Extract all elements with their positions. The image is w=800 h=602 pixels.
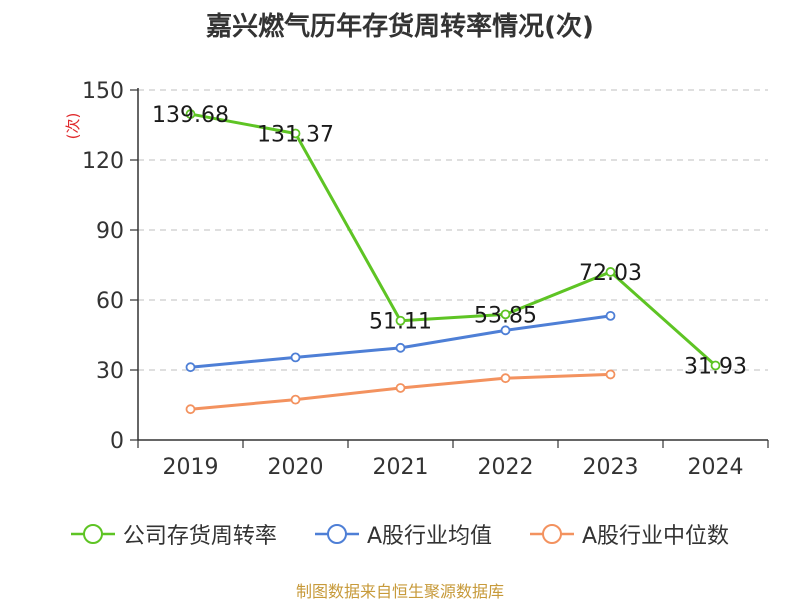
legend-label: 公司存货周转率 bbox=[122, 524, 277, 549]
legend-marker-icon bbox=[314, 524, 359, 544]
legend-label: A股行业均值 bbox=[366, 524, 492, 549]
legend-item-1[interactable]: A股行业均值 bbox=[314, 518, 492, 550]
data-point-1-2020 bbox=[290, 352, 301, 363]
data-point-0-2020 bbox=[290, 128, 301, 139]
data-labels: 139.68 131.37 51.11 53.85 72.03 31.93 bbox=[152, 103, 747, 379]
legend-marker-circle bbox=[542, 524, 562, 544]
data-point-0-2023 bbox=[605, 267, 616, 277]
x-tick-label-2021: 2021 bbox=[373, 455, 429, 480]
legend-marker-circle bbox=[326, 524, 347, 544]
data-point-0-2021 bbox=[395, 315, 406, 326]
x-tick-label-2022: 2022 bbox=[478, 455, 534, 480]
data-label-0-2021: 51.11 bbox=[369, 310, 432, 335]
data-label-0-2019: 139.68 bbox=[152, 103, 229, 128]
y-tick-label-120: 120 bbox=[82, 149, 124, 174]
x-tick-label-2024: 2024 bbox=[688, 455, 744, 480]
y-tick-label-30: 30 bbox=[96, 359, 124, 384]
data-point-2-2023 bbox=[605, 369, 616, 380]
y-tick-label-90: 90 bbox=[96, 219, 124, 244]
y-tick-label-60: 60 bbox=[96, 289, 124, 314]
data-point-1-2021 bbox=[395, 342, 406, 353]
data-point-1-2022 bbox=[500, 325, 511, 336]
legend-item-2[interactable]: A股行业中位数 bbox=[530, 518, 729, 550]
legend-marker-icon bbox=[530, 524, 574, 544]
chart-title: 嘉兴燃气历年存货周转率情况(次) bbox=[206, 12, 594, 42]
y-axis-label: (次) bbox=[64, 113, 82, 140]
legend: 公司存货周转率 A股行业均值 A股行业中位数 bbox=[0, 518, 800, 550]
grid-lines bbox=[138, 89, 768, 371]
legend-label: A股行业中位数 bbox=[582, 524, 730, 549]
data-point-0-2022 bbox=[500, 309, 511, 320]
data-label-0-2024: 31.93 bbox=[684, 354, 747, 379]
data-point-2-2022 bbox=[500, 373, 511, 384]
series-line-0 bbox=[190, 112, 717, 367]
series-lines bbox=[185, 109, 721, 415]
data-point-1-2023 bbox=[605, 310, 616, 321]
data-point-0-2019 bbox=[185, 109, 196, 119]
data-point-0-2024 bbox=[710, 360, 721, 371]
data-label-0-2020: 131.37 bbox=[257, 122, 334, 147]
x-tick-label-2023: 2023 bbox=[583, 455, 639, 480]
data-point-2-2021 bbox=[395, 383, 406, 393]
axes: 0 30 60 90 120 150(次) 2019 2020 2021 2022 2023 2024 bbox=[64, 79, 769, 480]
x-tick-label-2019: 2019 bbox=[163, 455, 219, 480]
y-tick-label-0: 0 bbox=[110, 429, 124, 454]
data-label-0-2023: 72.03 bbox=[579, 261, 642, 286]
x-tick-label-2020: 2020 bbox=[268, 455, 324, 480]
data-label-0-2022: 53.85 bbox=[474, 303, 537, 328]
data-point-1-2019 bbox=[185, 362, 196, 373]
data-point-2-2020 bbox=[290, 394, 301, 405]
data-point-2-2019 bbox=[185, 404, 196, 415]
legend-item-0[interactable]: 公司存货周转率 bbox=[70, 518, 277, 550]
legend-marker-circle bbox=[82, 524, 103, 544]
y-tick-label-150: 150 bbox=[82, 79, 124, 104]
legend-marker-icon bbox=[70, 524, 115, 544]
data-source-note: 制图数据来自恒生聚源数据库 bbox=[295, 582, 504, 601]
